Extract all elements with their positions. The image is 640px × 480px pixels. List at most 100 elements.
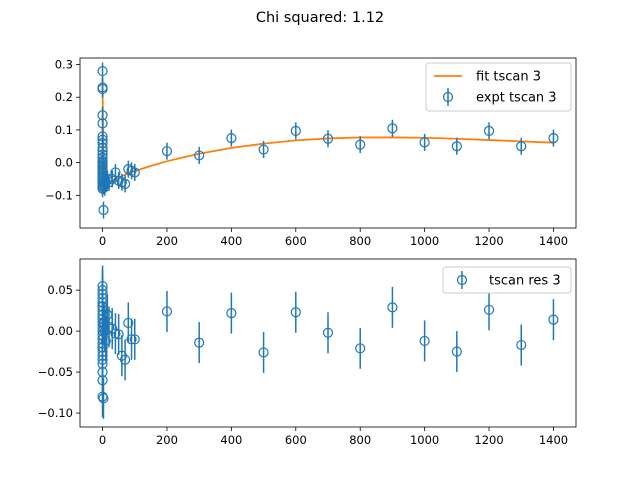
res-x-tick-label: 200 [156, 433, 178, 447]
marker [322, 327, 334, 338]
res-data-point [126, 318, 137, 360]
legend-fit-label: fit tscan 3 [476, 70, 541, 85]
marker [451, 346, 462, 357]
marker [355, 343, 366, 354]
res-data-point [290, 291, 301, 333]
marker [97, 83, 108, 95]
top-data-point [387, 119, 398, 137]
top-x-tick-label: 0 [99, 234, 106, 248]
marker [103, 177, 115, 188]
marker [226, 132, 237, 144]
top-data-point [548, 129, 559, 147]
legend-res-label: tscan res 3 [489, 274, 561, 289]
legend-top: fit tscan 3 expt tscan 3 [425, 62, 572, 112]
marker [419, 335, 430, 347]
marker [119, 354, 131, 365]
res-data-point [119, 339, 131, 381]
res-x-tick-label: 800 [349, 433, 371, 447]
top-data-point [355, 136, 366, 154]
marker [516, 339, 527, 351]
top-data-point [98, 201, 109, 219]
marker [258, 144, 269, 155]
marker [548, 132, 559, 144]
res-x-tick-label: 0 [99, 433, 106, 447]
marker [161, 306, 173, 317]
marker [194, 150, 205, 161]
res-data-point [226, 292, 237, 334]
marker [113, 329, 124, 340]
marker [387, 123, 398, 134]
top-axes-frame [79, 57, 577, 229]
res-data-point [258, 331, 269, 373]
marker [107, 173, 118, 185]
top-x-tick-label: 600 [285, 234, 307, 248]
marker [161, 146, 173, 157]
top-x-tick-label: 1000 [410, 234, 439, 248]
res-data-point [100, 320, 111, 362]
res-data-point [97, 281, 108, 323]
res-x-tick-label: 1000 [410, 433, 439, 447]
res-data-point [113, 313, 124, 355]
marker [100, 335, 111, 347]
marker [290, 125, 301, 137]
marker [322, 133, 334, 144]
marker [97, 118, 108, 129]
top-data-point [97, 62, 108, 80]
top-data-point [516, 137, 527, 155]
top-data-point [119, 175, 131, 193]
top-data-point [290, 122, 301, 140]
marker [97, 65, 108, 77]
res-x-tick-label: 1400 [539, 433, 568, 447]
top-data-point [107, 170, 118, 188]
res-data-point [355, 327, 366, 369]
marker [97, 375, 108, 386]
top-data-point [226, 129, 237, 147]
res-data-point [322, 312, 334, 354]
res-data-point [451, 331, 462, 373]
top-x-tick-label: 1400 [539, 234, 568, 248]
legend-bottom: tscan res 3 [442, 266, 572, 294]
legend-top-box [425, 62, 572, 112]
marker [98, 393, 109, 404]
top-x-tick-label: 200 [156, 234, 178, 248]
top-x-tick-label: 800 [349, 234, 371, 248]
marker [483, 304, 495, 315]
top-data-point [161, 142, 173, 160]
top-y-tick-label: 0.2 [55, 90, 73, 104]
top-y-tick-label: 0.3 [55, 58, 73, 72]
marker [258, 347, 269, 358]
marker [123, 317, 134, 329]
top-data-point [258, 141, 269, 159]
marker [119, 178, 131, 189]
top-y-tick-label: −0.1 [45, 188, 73, 202]
res-y-tick-label: 0.00 [47, 324, 73, 338]
top-data-point [129, 163, 140, 181]
top-x-tick-label: 400 [220, 234, 242, 248]
res-y-tick-label: −0.10 [38, 406, 73, 420]
res-data-point [516, 324, 527, 366]
legend-res-swatch [456, 271, 468, 289]
marker [129, 167, 140, 178]
res-data-point [194, 322, 205, 364]
top-data-point [483, 122, 495, 140]
top-x-tick-label: 1200 [474, 234, 503, 248]
top-data-point [322, 130, 334, 148]
marker [226, 307, 237, 319]
top-plot: 0 200 400 600 800 1000 1200 1400 −0.1 0.0 0.1 0.2 0.… [45, 57, 577, 248]
marker [419, 137, 430, 148]
top-y-tick-label: 0.1 [55, 123, 73, 137]
res-x-tick-label: 400 [220, 433, 242, 447]
top-data-point [419, 133, 430, 151]
marker [98, 204, 109, 216]
marker [548, 314, 559, 325]
marker [97, 342, 108, 353]
res-axes-frame [79, 258, 577, 428]
marker [194, 337, 205, 348]
res-data-point [419, 320, 430, 362]
marker [126, 334, 137, 345]
res-y-tick-label: −0.05 [38, 365, 73, 379]
res-x-tick-label: 1200 [474, 433, 503, 447]
residual-plot: 0 200 400 600 800 1000 1200 1400 −0.10 −0.05 0.00 0… [38, 258, 577, 447]
res-data-point [98, 377, 109, 419]
res-x-tick-label: 600 [285, 433, 307, 447]
